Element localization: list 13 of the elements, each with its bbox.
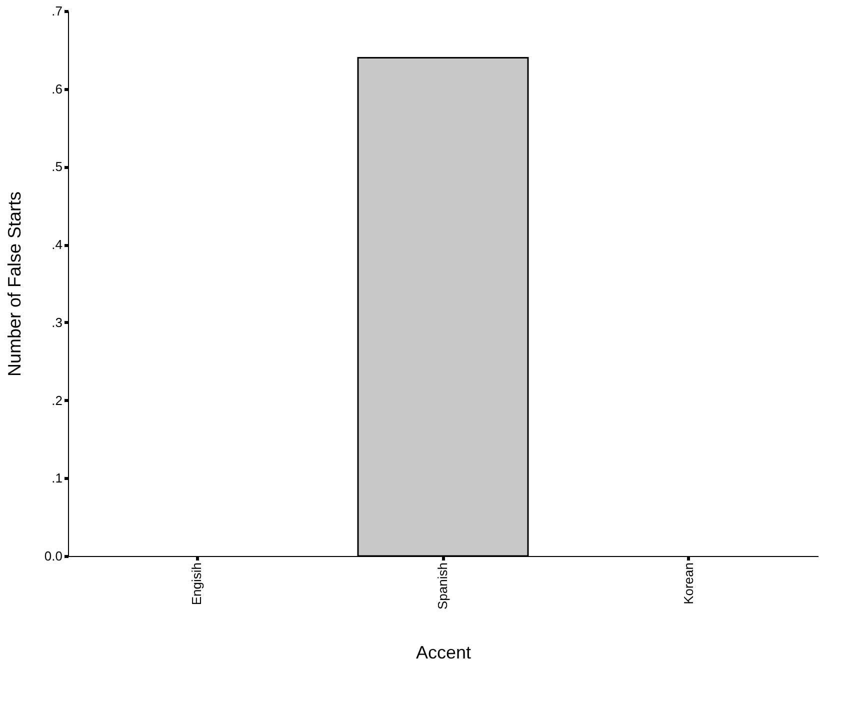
x-tick-label: Engisih	[189, 562, 204, 606]
y-tick-label: .1	[52, 470, 62, 486]
y-tick-label: .3	[52, 314, 62, 330]
x-axis-title: Accent	[416, 642, 472, 662]
y-tick-label: .7	[52, 4, 62, 18]
y-tick-label: .4	[52, 237, 62, 252]
y-tick-label: 0.0	[44, 548, 62, 564]
x-tick-label: Korean	[680, 562, 696, 604]
y-tick-label: .6	[52, 81, 62, 96]
y-axis-title: Number of False Starts	[4, 191, 24, 377]
y-tick-label: .2	[52, 392, 62, 408]
y-tick-label: .5	[52, 159, 62, 174]
x-tick-label: Spanish	[435, 562, 450, 610]
